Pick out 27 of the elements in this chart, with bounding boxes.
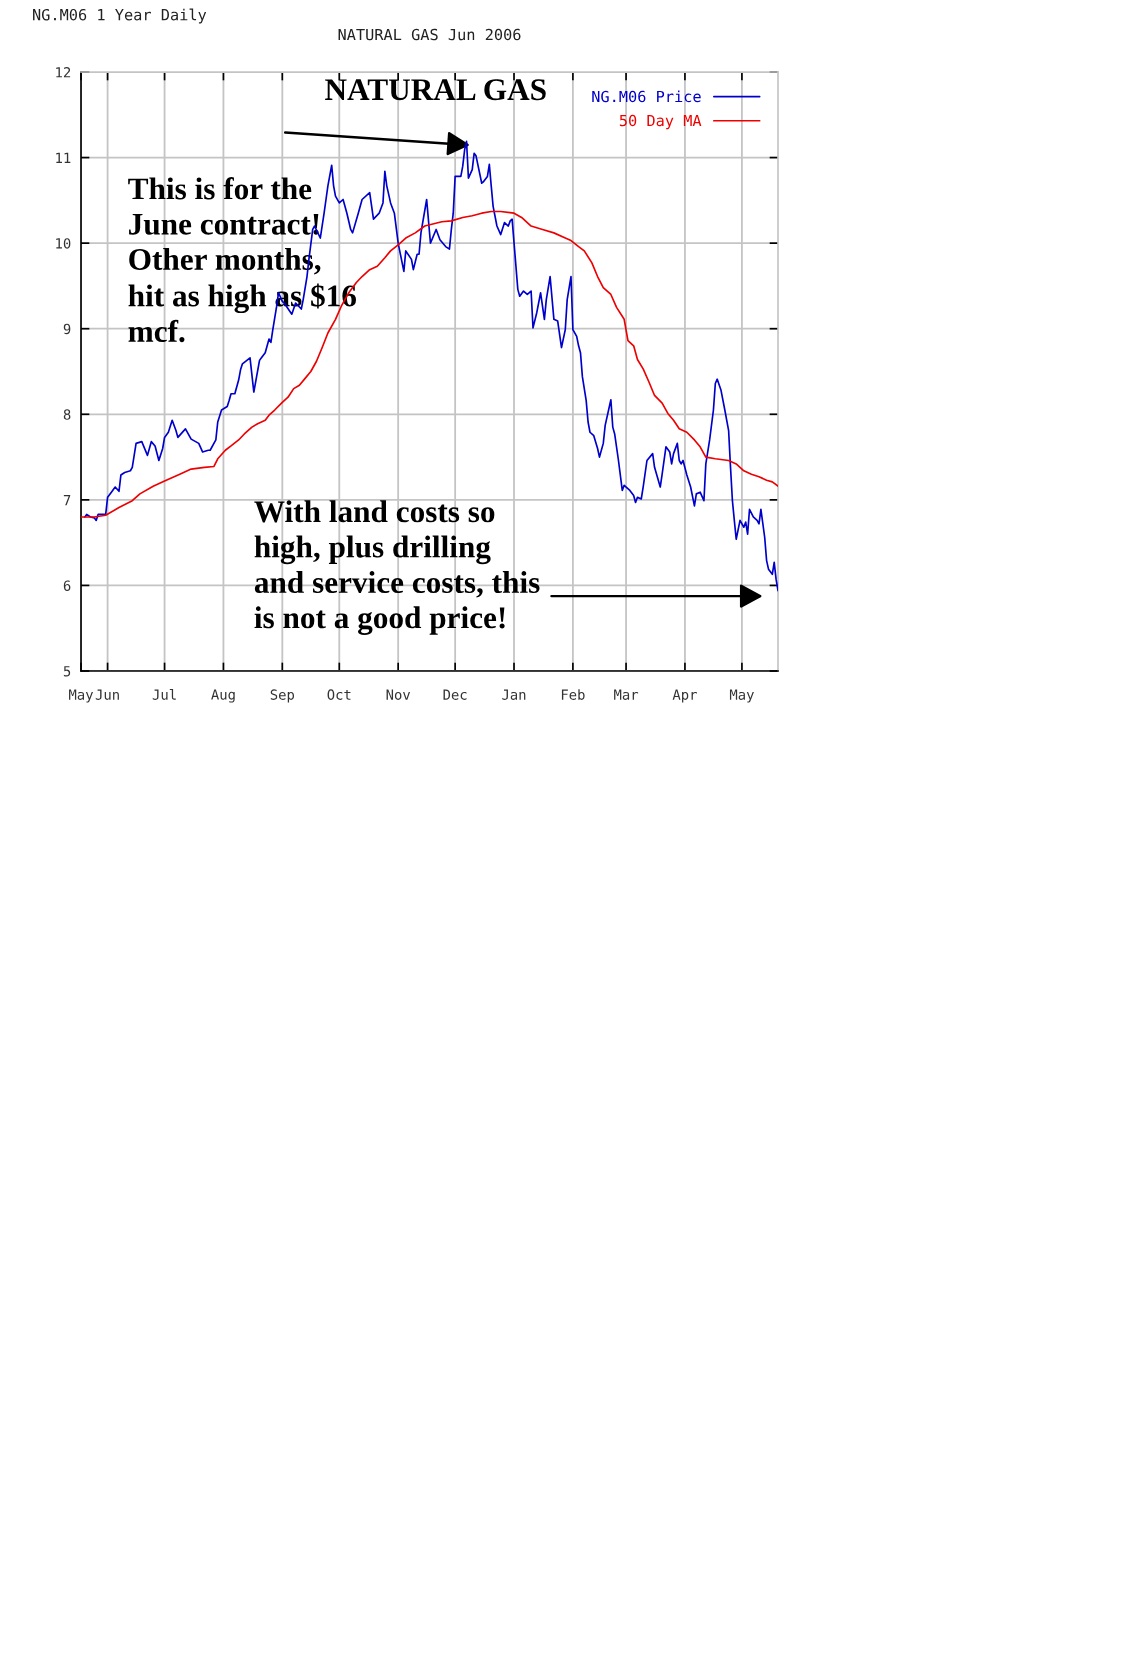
- y-tick-label: 5: [63, 666, 71, 677]
- y-tick-label: 7: [63, 495, 71, 506]
- legend-label: 50 Day MA: [619, 114, 702, 130]
- x-tick-label: May: [729, 689, 754, 703]
- x-tick-label: Oct: [327, 689, 351, 700]
- x-tick-label: Nov: [386, 689, 411, 700]
- x-tick-label: Feb: [561, 689, 585, 700]
- chart-subtitle: NG.M06 1 Year Daily: [33, 8, 207, 24]
- x-tick-label: Mar: [614, 689, 639, 700]
- annotation: With land costs so high, plus drilling and service costs, this is not a good price!: [254, 500, 540, 635]
- y-tick-label: 6: [63, 580, 71, 591]
- x-tick-label: May: [69, 689, 93, 703]
- x-tick-label: Aug: [211, 689, 235, 703]
- x-tick-label: Apr: [672, 689, 697, 703]
- y-tick-label: 12: [56, 67, 71, 78]
- x-tick-label: Sep: [270, 689, 295, 703]
- y-tick-label: 8: [63, 409, 71, 420]
- x-tick-label: Jan: [502, 689, 526, 700]
- y-tick-label: 9: [63, 323, 71, 335]
- y-tick-label: 11: [56, 152, 71, 163]
- chart-title: NATURAL GAS Jun 2006: [338, 28, 521, 41]
- x-tick-label: Jun: [95, 689, 119, 700]
- legend-label: NG.M06 Price: [592, 90, 701, 103]
- x-tick-label: Dec: [443, 689, 467, 700]
- annotation: NATURAL GAS: [325, 79, 546, 101]
- x-tick-label: Jul: [152, 689, 176, 700]
- y-tick-label: 10: [56, 238, 71, 249]
